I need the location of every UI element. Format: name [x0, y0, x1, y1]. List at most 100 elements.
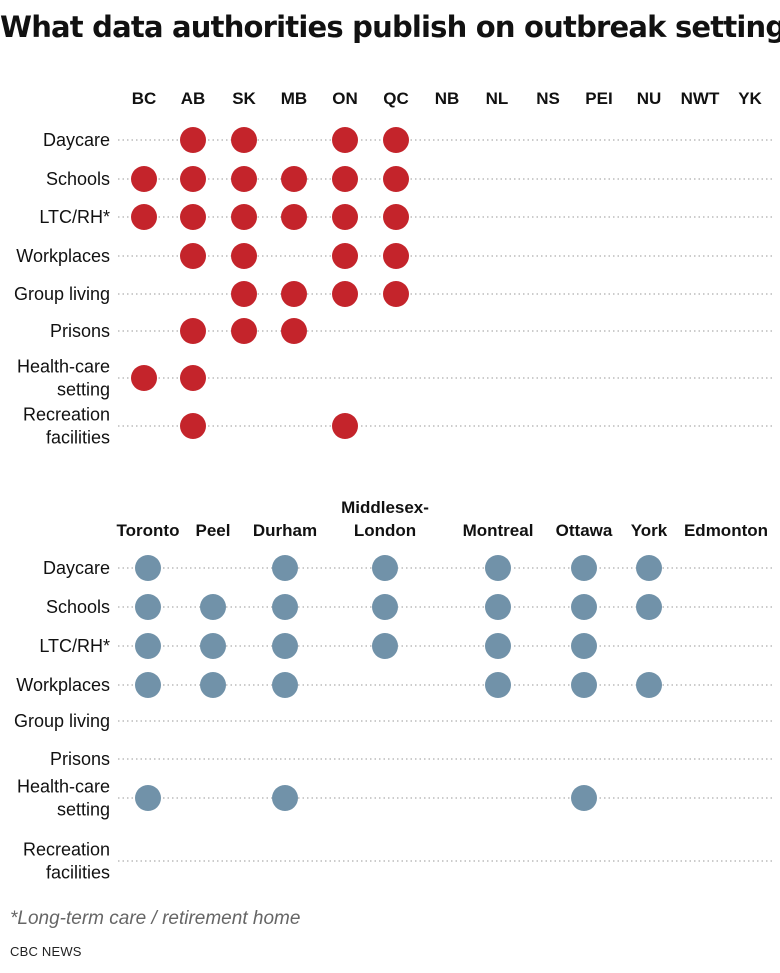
- row-label: LTC/RH*: [39, 636, 110, 656]
- published-dot: [372, 555, 398, 581]
- row-label: Prisons: [50, 321, 110, 341]
- row-label: LTC/RH*: [39, 207, 110, 227]
- published-dot: [383, 127, 409, 153]
- cities-matrix: Daycare Schools LTC/RH* Workplaces Group liv…: [14, 498, 775, 883]
- published-dot: [571, 555, 597, 581]
- column-label: NU: [637, 89, 662, 108]
- published-dot: [485, 555, 511, 581]
- published-dot: [383, 166, 409, 192]
- row-label-line: Prisons: [50, 749, 110, 769]
- column-label: PEI: [585, 89, 612, 108]
- column-label-line: QC: [383, 89, 409, 108]
- published-dot: [383, 243, 409, 269]
- column-label: AB: [181, 89, 206, 108]
- published-dot: [180, 413, 206, 439]
- published-dot: [231, 166, 257, 192]
- published-dot: [231, 204, 257, 230]
- row-label: Prisons: [50, 749, 110, 769]
- published-dot: [231, 281, 257, 307]
- row-label-line: LTC/RH*: [39, 207, 110, 227]
- published-dot: [135, 785, 161, 811]
- column-label-line: Middlesex-: [341, 498, 429, 517]
- row-label: Workplaces: [16, 246, 110, 266]
- row-label-line: facilities: [46, 428, 110, 448]
- row-label: Workplaces: [16, 675, 110, 695]
- column-label-line: Edmonton: [684, 521, 768, 540]
- published-dot: [485, 594, 511, 620]
- published-dot: [485, 672, 511, 698]
- published-dot: [135, 633, 161, 659]
- published-dot: [135, 594, 161, 620]
- published-dot: [281, 204, 307, 230]
- column-label: QC: [383, 89, 409, 108]
- published-dot: [571, 672, 597, 698]
- row-label-line: facilities: [46, 863, 110, 883]
- row-label-line: Group living: [14, 284, 110, 304]
- column-label-line: NU: [637, 89, 662, 108]
- published-dot: [571, 594, 597, 620]
- column-label: NWT: [681, 89, 720, 108]
- column-label-line: SK: [232, 89, 256, 108]
- published-dot: [272, 672, 298, 698]
- footnote: *Long-term care / retirement home: [10, 908, 301, 929]
- column-label-line: MB: [281, 89, 307, 108]
- row-label-line: Schools: [46, 597, 110, 617]
- column-label: NS: [536, 89, 560, 108]
- chart-title: What data authorities publish on outbrea…: [0, 10, 780, 44]
- published-dot: [636, 672, 662, 698]
- published-dot: [200, 633, 226, 659]
- column-label-line: London: [354, 521, 416, 540]
- published-dot: [332, 127, 358, 153]
- published-dot: [372, 594, 398, 620]
- row-label-line: Prisons: [50, 321, 110, 341]
- column-label: Ottawa: [556, 521, 613, 540]
- published-dot: [272, 594, 298, 620]
- published-dot: [485, 633, 511, 659]
- column-label-line: NL: [486, 89, 509, 108]
- row-label-line: Recreation: [23, 840, 110, 860]
- column-label: Peel: [196, 521, 231, 540]
- row-label-line: LTC/RH*: [39, 636, 110, 656]
- published-dot: [272, 785, 298, 811]
- published-dot: [636, 594, 662, 620]
- row-label-line: Group living: [14, 711, 110, 731]
- row-label: Group living: [14, 284, 110, 304]
- row-label: Recreation facilities: [23, 840, 110, 883]
- published-dot: [231, 127, 257, 153]
- row-label: Schools: [46, 169, 110, 189]
- row-label-line: Recreation: [23, 405, 110, 425]
- row-label-line: setting: [57, 380, 110, 400]
- row-label: Schools: [46, 597, 110, 617]
- column-label-line: ON: [332, 89, 358, 108]
- published-dot: [231, 243, 257, 269]
- published-dot: [231, 318, 257, 344]
- published-dot: [281, 281, 307, 307]
- published-dot: [332, 166, 358, 192]
- column-label: YK: [738, 89, 762, 108]
- published-dot: [131, 204, 157, 230]
- column-label: Middlesex- London: [341, 498, 429, 540]
- row-label-line: Schools: [46, 169, 110, 189]
- published-dot: [180, 166, 206, 192]
- column-label: Edmonton: [684, 521, 768, 540]
- column-label-line: York: [631, 521, 668, 540]
- row-label-line: Health-care: [17, 357, 110, 377]
- published-dot: [571, 785, 597, 811]
- column-label-line: NWT: [681, 89, 720, 108]
- published-dot: [272, 633, 298, 659]
- published-dot: [332, 243, 358, 269]
- published-dot: [383, 204, 409, 230]
- column-label: ON: [332, 89, 358, 108]
- column-label: NB: [435, 89, 460, 108]
- row-label-line: setting: [57, 800, 110, 820]
- published-dot: [180, 318, 206, 344]
- published-dot: [332, 413, 358, 439]
- published-dot: [135, 672, 161, 698]
- column-label: BC: [132, 89, 157, 108]
- column-label: SK: [232, 89, 256, 108]
- row-label: Health-care setting: [17, 777, 110, 820]
- column-label: Toronto: [117, 521, 180, 540]
- published-dot: [180, 127, 206, 153]
- published-dot: [332, 204, 358, 230]
